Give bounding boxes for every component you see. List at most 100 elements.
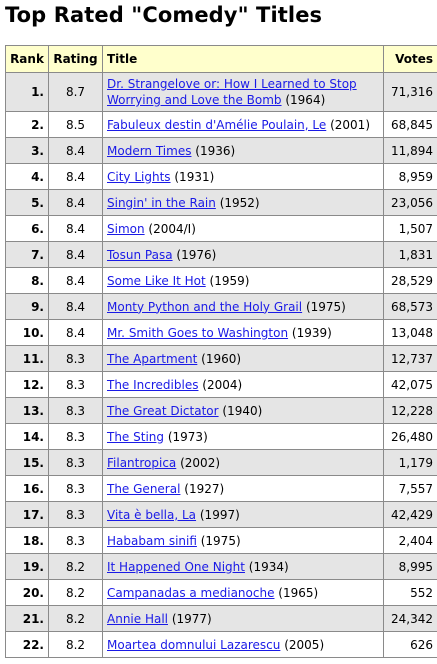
rating-cell: 8.4 bbox=[48, 163, 103, 190]
rating-cell: 8.4 bbox=[48, 241, 103, 268]
title-year: (1965) bbox=[278, 585, 319, 600]
votes-cell: 12,737 bbox=[383, 345, 437, 372]
title-year: (2004/I) bbox=[148, 221, 196, 236]
votes-cell: 552 bbox=[383, 579, 437, 606]
column-header-title: Title bbox=[102, 45, 384, 73]
title-year: (1939) bbox=[291, 325, 332, 340]
rating-cell: 8.4 bbox=[48, 293, 103, 320]
votes-cell: 1,179 bbox=[383, 449, 437, 476]
rank-cell: 7. bbox=[5, 241, 49, 268]
column-header-rating: Rating bbox=[48, 45, 103, 73]
rating-cell: 8.3 bbox=[48, 527, 103, 554]
votes-cell: 2,404 bbox=[383, 527, 437, 554]
title-year: (1931) bbox=[174, 169, 215, 184]
title-link[interactable]: Hababam sinifi bbox=[107, 533, 197, 548]
title-cell: The Apartment (1960) bbox=[102, 345, 384, 372]
title-year: (1936) bbox=[195, 143, 236, 158]
rating-cell: 8.4 bbox=[48, 319, 103, 346]
rating-cell: 8.3 bbox=[48, 345, 103, 372]
title-link[interactable]: The Incredibles bbox=[107, 377, 199, 392]
table-row: 4. 8.4 City Lights (1931) 8,959 bbox=[5, 163, 437, 190]
title-year: (2004) bbox=[202, 377, 243, 392]
rating-cell: 8.4 bbox=[48, 137, 103, 164]
rank-cell: 15. bbox=[5, 449, 49, 476]
table-row: 20. 8.2 Campanadas a medianoche (1965) 552 bbox=[5, 579, 437, 606]
column-header-rank: Rank bbox=[5, 45, 49, 73]
rating-cell: 8.3 bbox=[48, 475, 103, 502]
title-link[interactable]: Fabuleux destin d'Amélie Poulain, Le bbox=[107, 117, 327, 132]
rating-cell: 8.4 bbox=[48, 267, 103, 294]
title-cell: The Sting (1973) bbox=[102, 423, 384, 450]
ratings-table-container: Rank Rating Title Votes 1. 8.7 Dr. Strange… bbox=[5, 45, 437, 658]
votes-cell: 1,507 bbox=[383, 215, 437, 242]
title-link[interactable]: The Great Dictator bbox=[107, 403, 219, 418]
title-cell: Dr. Strangelove or: How I Learned to Sto… bbox=[102, 72, 384, 112]
title-link[interactable]: The General bbox=[107, 481, 181, 496]
votes-cell: 42,429 bbox=[383, 501, 437, 528]
title-year: (2001) bbox=[330, 117, 370, 132]
votes-cell: 71,316 bbox=[383, 72, 437, 112]
table-row: 3. 8.4 Modern Times (1936) 11,894 bbox=[5, 137, 437, 164]
rating-cell: 8.3 bbox=[48, 397, 103, 424]
rating-cell: 8.5 bbox=[48, 111, 103, 138]
votes-cell: 28,529 bbox=[383, 267, 437, 294]
title-link[interactable]: City Lights bbox=[107, 169, 171, 184]
rating-cell: 8.2 bbox=[48, 579, 103, 606]
rank-cell: 16. bbox=[5, 475, 49, 502]
title-cell: Annie Hall (1977) bbox=[102, 605, 384, 632]
title-link[interactable]: Modern Times bbox=[107, 143, 192, 158]
title-year: (1940) bbox=[222, 403, 263, 418]
title-year: (1927) bbox=[184, 481, 225, 496]
votes-cell: 8,995 bbox=[383, 553, 437, 580]
table-row: 5. 8.4 Singin' in the Rain (1952) 23,056 bbox=[5, 189, 437, 216]
rank-cell: 5. bbox=[5, 189, 49, 216]
table-header-row: Rank Rating Title Votes bbox=[5, 45, 437, 73]
table-row: 7. 8.4 Tosun Pasa (1976) 1,831 bbox=[5, 241, 437, 268]
votes-cell: 11,894 bbox=[383, 137, 437, 164]
votes-cell: 13,048 bbox=[383, 319, 437, 346]
title-link[interactable]: The Sting bbox=[107, 429, 165, 444]
title-year: (1975) bbox=[305, 299, 346, 314]
rank-cell: 9. bbox=[5, 293, 49, 320]
rank-cell: 22. bbox=[5, 631, 49, 658]
rank-cell: 3. bbox=[5, 137, 49, 164]
title-year: (2002) bbox=[180, 455, 221, 470]
title-link[interactable]: Campanadas a medianoche bbox=[107, 585, 275, 600]
table-row: 1. 8.7 Dr. Strangelove or: How I Learned t… bbox=[5, 72, 437, 112]
title-link[interactable]: It Happened One Night bbox=[107, 559, 245, 574]
title-link[interactable]: Filantropica bbox=[107, 455, 177, 470]
title-link[interactable]: Vita è bella, La bbox=[107, 507, 197, 522]
title-link[interactable]: Annie Hall bbox=[107, 611, 168, 626]
title-link[interactable]: Singin' in the Rain bbox=[107, 195, 216, 210]
title-link[interactable]: Dr. Strangelove or: How I Learned to Sto… bbox=[107, 77, 357, 107]
title-link[interactable]: Simon bbox=[107, 221, 145, 236]
title-cell: Simon (2004/I) bbox=[102, 215, 384, 242]
rating-cell: 8.4 bbox=[48, 189, 103, 216]
title-year: (2005) bbox=[284, 637, 325, 652]
title-year: (1977) bbox=[171, 611, 212, 626]
rank-cell: 8. bbox=[5, 267, 49, 294]
title-cell: Tosun Pasa (1976) bbox=[102, 241, 384, 268]
title-year: (1960) bbox=[201, 351, 242, 366]
rating-cell: 8.2 bbox=[48, 605, 103, 632]
table-row: 11. 8.3 The Apartment (1960) 12,737 bbox=[5, 345, 437, 372]
rating-cell: 8.4 bbox=[48, 215, 103, 242]
title-link[interactable]: Moartea domnului Lazarescu bbox=[107, 637, 281, 652]
title-cell: The Great Dictator (1940) bbox=[102, 397, 384, 424]
title-link[interactable]: The Apartment bbox=[107, 351, 198, 366]
rank-cell: 19. bbox=[5, 553, 49, 580]
title-link[interactable]: Monty Python and the Holy Grail bbox=[107, 299, 303, 314]
rank-cell: 14. bbox=[5, 423, 49, 450]
title-link[interactable]: Mr. Smith Goes to Washington bbox=[107, 325, 289, 340]
votes-cell: 42,075 bbox=[383, 371, 437, 398]
title-link[interactable]: Some Like It Hot bbox=[107, 273, 206, 288]
title-year: (1952) bbox=[219, 195, 260, 210]
rating-cell: 8.3 bbox=[48, 423, 103, 450]
rating-cell: 8.3 bbox=[48, 371, 103, 398]
title-link[interactable]: Tosun Pasa bbox=[107, 247, 173, 262]
rating-cell: 8.3 bbox=[48, 501, 103, 528]
table-row: 2. 8.5 Fabuleux destin d'Amélie Poulain, L… bbox=[5, 111, 437, 138]
votes-cell: 26,480 bbox=[383, 423, 437, 450]
rank-cell: 13. bbox=[5, 397, 49, 424]
ratings-table: Rank Rating Title Votes 1. 8.7 Dr. Strange… bbox=[5, 45, 437, 658]
